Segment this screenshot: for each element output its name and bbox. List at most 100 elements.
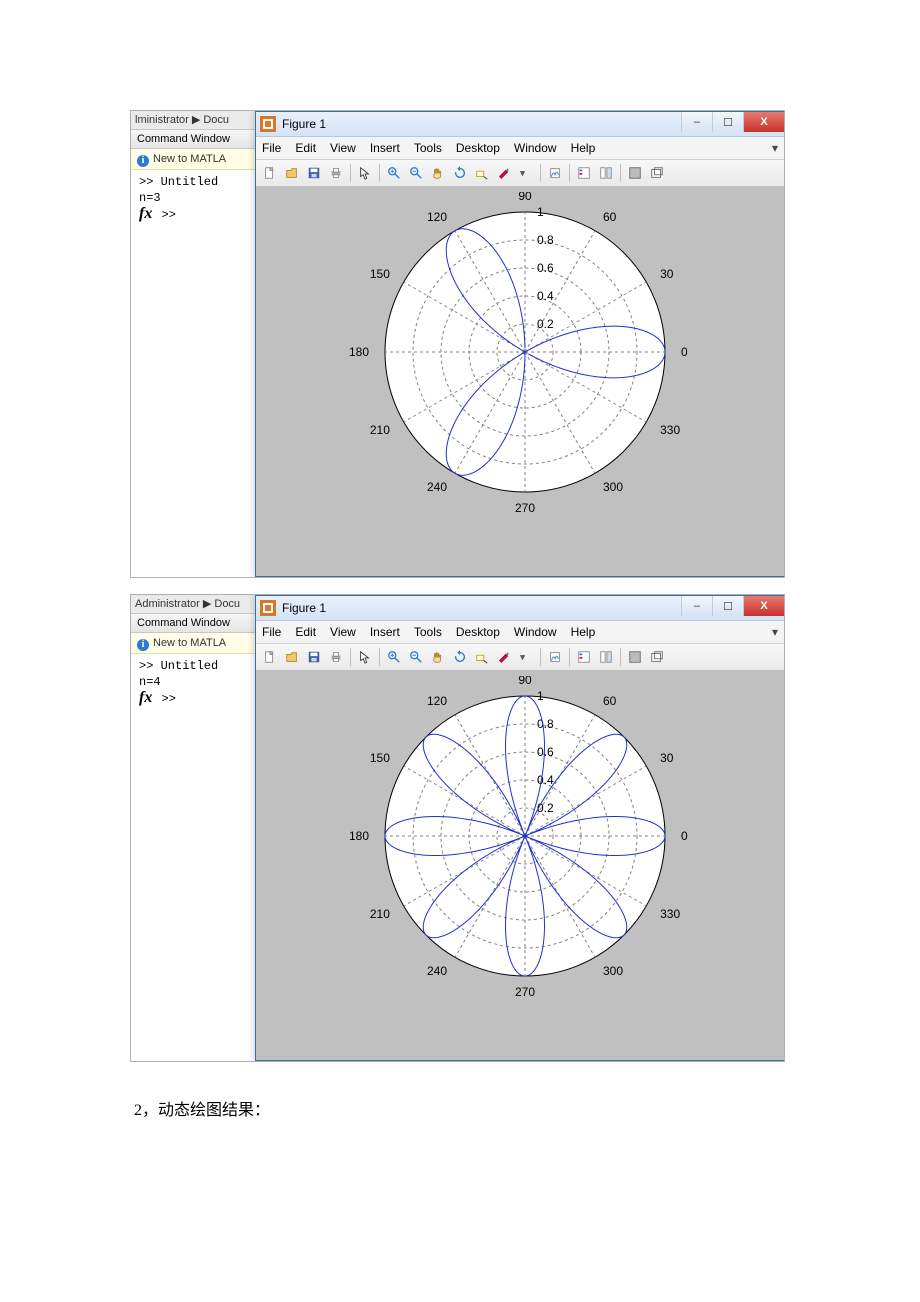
new-to-matlab-banner[interactable]: i New to MATLA (131, 149, 255, 170)
dock-icon[interactable] (625, 647, 645, 667)
colorbar-icon[interactable] (545, 163, 565, 183)
menu-tools[interactable]: Tools (414, 625, 442, 639)
toolbar-separator (540, 648, 541, 666)
menu-window[interactable]: Window (514, 625, 557, 639)
command-prompt[interactable]: fx >> (139, 690, 247, 707)
toolbar-separator (350, 164, 351, 182)
link-icon[interactable]: ▾ (516, 163, 536, 183)
svg-text:1: 1 (537, 689, 544, 703)
undock-icon[interactable] (647, 647, 667, 667)
zoom-in-icon[interactable] (384, 163, 404, 183)
polar-plot: 03060901201501802102402703003300.20.40.6… (335, 192, 705, 542)
menu-desktop[interactable]: Desktop (456, 141, 500, 155)
zoom-out-icon[interactable] (406, 647, 426, 667)
svg-text:90: 90 (518, 676, 532, 687)
menu-insert[interactable]: Insert (370, 625, 400, 639)
undock-icon[interactable] (647, 163, 667, 183)
svg-text:0: 0 (681, 345, 688, 359)
prompt-text: >> (162, 692, 176, 706)
save-icon[interactable] (304, 163, 324, 183)
menu-tools[interactable]: Tools (414, 141, 442, 155)
plot-area: 03060901201501802102402703003300.20.40.6… (256, 670, 784, 1060)
titlebar[interactable]: Figure 1 – ☐ X (256, 596, 784, 621)
menu-edit[interactable]: Edit (295, 625, 316, 639)
close-button[interactable]: X (743, 112, 784, 132)
svg-text:180: 180 (349, 345, 369, 359)
menu-overflow-icon[interactable]: ▾ (772, 625, 778, 639)
data-cursor-icon[interactable] (472, 647, 492, 667)
new-to-matlab-text: New to MATLA (153, 153, 226, 165)
menu-desktop[interactable]: Desktop (456, 625, 500, 639)
toolbar-separator (379, 164, 380, 182)
titlebar[interactable]: Figure 1 – ☐ X (256, 112, 784, 137)
matlab-screenshot-block: Administrator ▶ Docu Command Window iNew… (130, 594, 785, 1062)
menu-edit[interactable]: Edit (295, 141, 316, 155)
command-prompt[interactable]: fx >> (139, 206, 247, 223)
link-icon[interactable]: ▾ (516, 647, 536, 667)
svg-text:0.2: 0.2 (537, 801, 554, 815)
breadcrumb[interactable]: lministrator ▶ Docu (131, 111, 255, 130)
dock-icon[interactable] (625, 163, 645, 183)
rotate-icon[interactable] (450, 163, 470, 183)
command-window-header: Command Window (131, 614, 255, 633)
menu-view[interactable]: View (330, 625, 356, 639)
close-button[interactable]: X (743, 596, 784, 616)
menu-help[interactable]: Help (571, 141, 596, 155)
menu-insert[interactable]: Insert (370, 141, 400, 155)
legend-icon[interactable] (574, 647, 594, 667)
svg-text:150: 150 (370, 751, 390, 765)
zoom-out-icon[interactable] (406, 163, 426, 183)
menu-overflow-icon[interactable]: ▾ (772, 141, 778, 155)
save-icon[interactable] (304, 647, 324, 667)
command-window-body[interactable]: >> Untitledn=3fx >> (131, 170, 255, 227)
data-cursor-icon[interactable] (472, 163, 492, 183)
maximize-button[interactable]: ☐ (712, 112, 743, 132)
brush-icon[interactable] (494, 163, 514, 183)
menu-help[interactable]: Help (571, 625, 596, 639)
toolbar-separator (620, 648, 621, 666)
menu-file[interactable]: File (262, 141, 281, 155)
hand-icon[interactable] (428, 647, 448, 667)
new-file-icon[interactable] (260, 647, 280, 667)
svg-text:0.8: 0.8 (537, 233, 554, 247)
command-window-body[interactable]: >> Untitledn=4fx >> (131, 654, 255, 711)
matlab-sidebar: lministrator ▶ Docu Command Window iNew … (131, 111, 256, 577)
command-line: >> Untitled (139, 174, 247, 190)
menu-view[interactable]: View (330, 141, 356, 155)
print-icon[interactable] (326, 163, 346, 183)
svg-text:300: 300 (603, 480, 623, 494)
pointer-icon[interactable] (355, 163, 375, 183)
maximize-button[interactable]: ☐ (712, 596, 743, 616)
svg-text:0.6: 0.6 (537, 745, 554, 759)
toolbar-separator (620, 164, 621, 182)
hand-icon[interactable] (428, 163, 448, 183)
menu-file[interactable]: File (262, 625, 281, 639)
pointer-icon[interactable] (355, 647, 375, 667)
zoom-in-icon[interactable] (384, 647, 404, 667)
figure-window: Figure 1 – ☐ X File Edit View Insert Tools De… (255, 595, 785, 1061)
minimize-button[interactable]: – (681, 596, 712, 616)
breadcrumb[interactable]: Administrator ▶ Docu (131, 595, 255, 614)
insert-icon[interactable] (596, 647, 616, 667)
minimize-button[interactable]: – (681, 112, 712, 132)
print-icon[interactable] (326, 647, 346, 667)
svg-text:210: 210 (370, 907, 390, 921)
rotate-icon[interactable] (450, 647, 470, 667)
command-line: n=4 (139, 674, 247, 690)
toolbar-separator (540, 164, 541, 182)
menu-window[interactable]: Window (514, 141, 557, 155)
toolbar-separator (569, 648, 570, 666)
svg-text:0.4: 0.4 (537, 289, 554, 303)
colorbar-icon[interactable] (545, 647, 565, 667)
svg-text:30: 30 (660, 751, 674, 765)
svg-text:330: 330 (660, 907, 680, 921)
new-to-matlab-banner[interactable]: iNew to MATLA (131, 633, 255, 654)
open-file-icon[interactable] (282, 647, 302, 667)
svg-text:▾: ▾ (520, 652, 526, 664)
open-file-icon[interactable] (282, 163, 302, 183)
info-icon: i (137, 155, 149, 167)
new-file-icon[interactable] (260, 163, 280, 183)
insert-icon[interactable] (596, 163, 616, 183)
legend-icon[interactable] (574, 163, 594, 183)
brush-icon[interactable] (494, 647, 514, 667)
